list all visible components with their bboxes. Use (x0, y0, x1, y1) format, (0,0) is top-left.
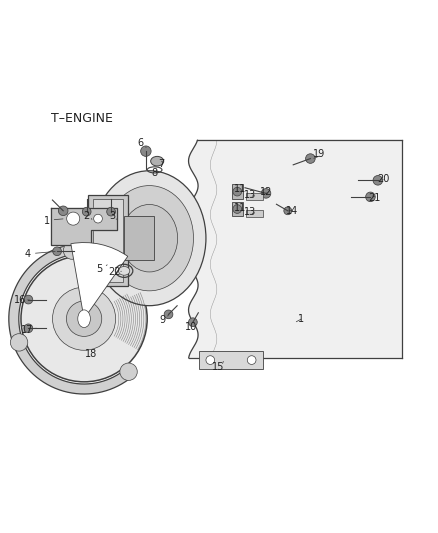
Text: 13: 13 (244, 190, 257, 200)
Polygon shape (51, 208, 117, 245)
Text: 15: 15 (212, 362, 224, 373)
Circle shape (164, 310, 173, 319)
Text: 21: 21 (369, 193, 381, 203)
Text: 4: 4 (25, 249, 31, 260)
Text: 10: 10 (184, 321, 197, 332)
Circle shape (306, 154, 315, 163)
Text: 14: 14 (286, 206, 298, 216)
Circle shape (24, 324, 33, 333)
Ellipse shape (93, 171, 206, 305)
Circle shape (94, 214, 102, 223)
Text: 11: 11 (234, 184, 246, 195)
Circle shape (67, 212, 80, 225)
Text: 1: 1 (298, 314, 304, 324)
Text: 19: 19 (313, 149, 325, 159)
FancyBboxPatch shape (93, 199, 123, 282)
Circle shape (206, 356, 215, 365)
Circle shape (107, 207, 116, 216)
Ellipse shape (121, 205, 178, 272)
Text: 17: 17 (21, 325, 34, 335)
Text: 11: 11 (234, 203, 246, 213)
Ellipse shape (118, 266, 130, 275)
FancyBboxPatch shape (124, 216, 154, 260)
FancyBboxPatch shape (232, 201, 243, 216)
Circle shape (188, 318, 197, 327)
Circle shape (373, 175, 383, 185)
FancyBboxPatch shape (232, 184, 243, 199)
Text: 18: 18 (85, 349, 97, 359)
Circle shape (64, 242, 81, 259)
Wedge shape (71, 243, 128, 319)
Text: 1: 1 (44, 216, 50, 226)
Circle shape (261, 189, 271, 198)
Circle shape (233, 187, 242, 196)
Circle shape (11, 334, 28, 351)
Text: 16: 16 (14, 295, 26, 305)
Text: 20: 20 (377, 174, 390, 184)
FancyBboxPatch shape (246, 193, 263, 200)
Text: T–ENGINE: T–ENGINE (51, 112, 113, 125)
Text: 9: 9 (159, 314, 166, 325)
Circle shape (247, 356, 256, 365)
Ellipse shape (151, 156, 164, 166)
Polygon shape (188, 140, 402, 358)
Circle shape (67, 301, 102, 336)
Text: 3: 3 (110, 211, 116, 221)
Circle shape (141, 146, 151, 156)
Circle shape (24, 295, 33, 304)
Text: 2: 2 (83, 211, 89, 221)
Circle shape (82, 207, 91, 216)
Circle shape (284, 207, 292, 215)
Circle shape (58, 206, 68, 215)
Polygon shape (199, 351, 262, 369)
Circle shape (120, 363, 137, 381)
Text: 5: 5 (96, 264, 102, 273)
Ellipse shape (78, 310, 90, 328)
Text: 22: 22 (108, 267, 121, 277)
Text: 7: 7 (159, 159, 165, 169)
Text: 13: 13 (244, 207, 257, 217)
Text: 12: 12 (260, 187, 272, 197)
FancyBboxPatch shape (88, 195, 127, 286)
Text: 6: 6 (138, 139, 144, 148)
Circle shape (21, 256, 147, 382)
FancyBboxPatch shape (246, 211, 263, 217)
Circle shape (53, 247, 61, 256)
Circle shape (233, 205, 242, 213)
Circle shape (366, 192, 375, 201)
Circle shape (53, 287, 116, 350)
Ellipse shape (105, 185, 194, 291)
Polygon shape (9, 244, 132, 394)
Text: 8: 8 (152, 168, 158, 178)
